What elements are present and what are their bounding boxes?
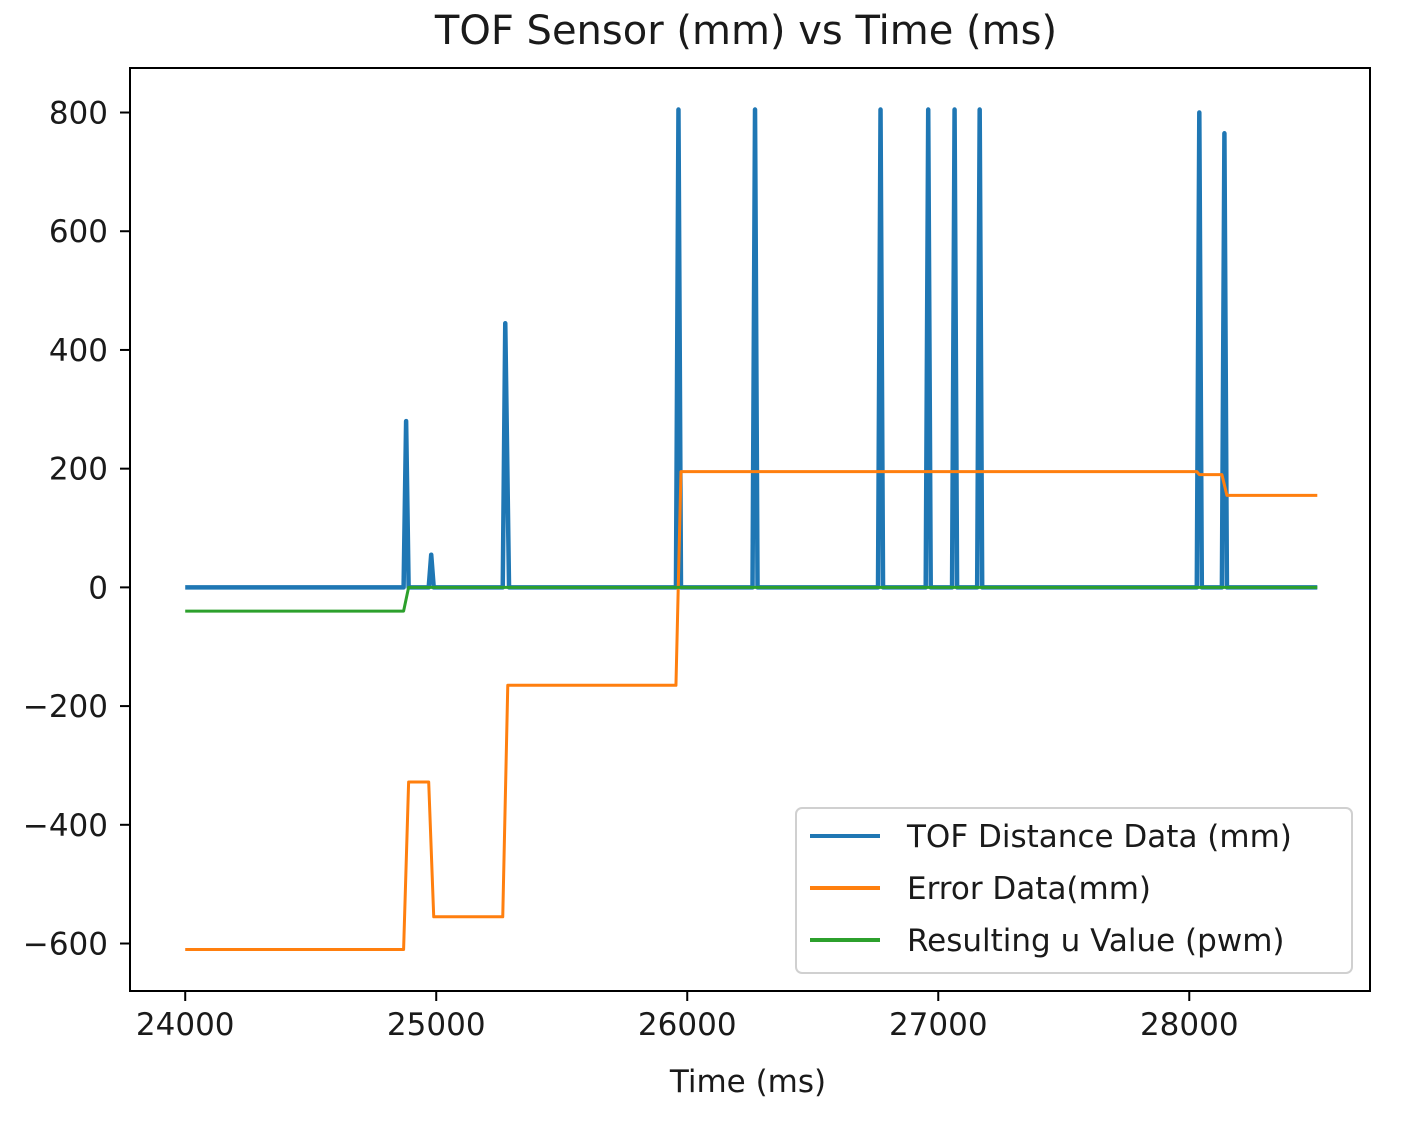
y-tick-label: 200 [49,452,108,488]
x-axis-label: Time (ms) [669,1064,826,1100]
y-axis: −600 −400 −200 0 200 400 600 800 [23,96,130,963]
y-tick-label: −600 [23,927,108,963]
legend: TOF Distance Data (mm) Error Data(mm) Resu… [795,807,1353,974]
series-line-3 [185,585,1318,613]
x-tick-label: 24000 [136,1007,235,1043]
series-line-2 [185,470,1318,951]
plot-frame [129,67,1371,992]
legend-label: TOF Distance Data (mm) [906,819,1292,855]
series-layer [185,107,1318,951]
series-line-1 [185,107,1318,590]
x-tick-label: 28000 [1140,1007,1239,1043]
legend-box [795,807,1353,974]
legend-label: Error Data(mm) [907,871,1151,907]
chart-title: TOF Sensor (mm) vs Time (ms) [434,8,1057,54]
y-tick-label: 0 [88,570,108,606]
legend-label: Resulting u Value (pwm) [907,923,1284,959]
y-tick-label: −400 [23,808,108,844]
y-tick-label: 600 [49,214,108,250]
y-tick-label: 400 [49,333,108,369]
y-tick-label: −200 [23,689,108,725]
x-tick-label: 26000 [638,1007,737,1043]
x-axis: 24000 25000 26000 27000 28000 [136,991,1239,1043]
x-tick-label: 25000 [387,1007,486,1043]
x-tick-label: 27000 [889,1007,988,1043]
y-tick-label: 800 [49,96,108,132]
